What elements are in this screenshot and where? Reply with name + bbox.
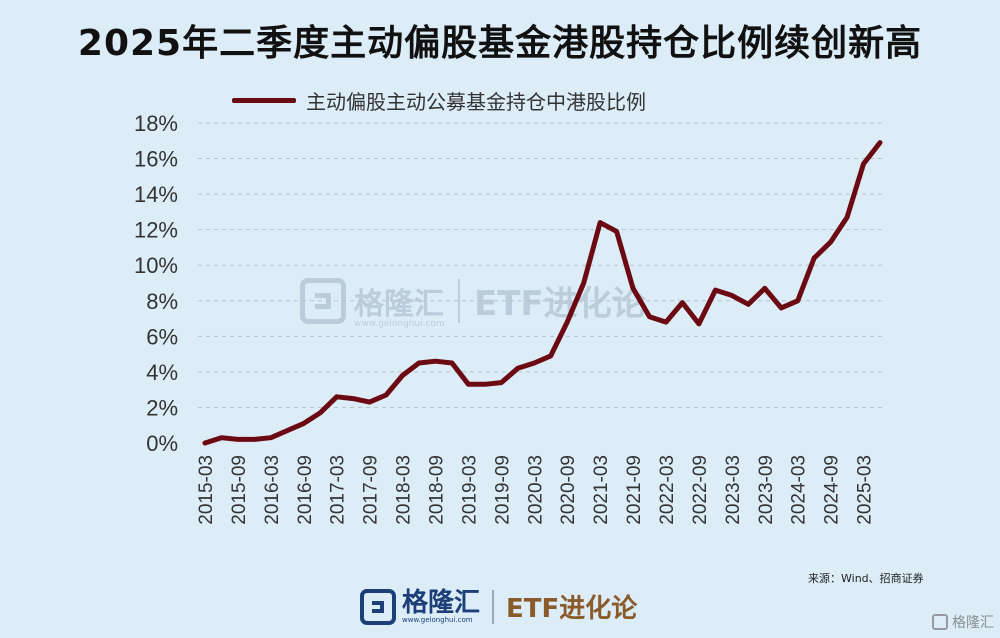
data-point	[483, 382, 487, 386]
data-point	[368, 400, 372, 404]
data-point	[252, 437, 256, 441]
footer: 格隆汇 www.gelonghui.com ETF进化论	[360, 588, 637, 625]
source-note: 来源：Wind、招商证券	[808, 572, 924, 585]
x-axis-ticks: 2015-03 2015-09 2016-03 2016-09 2017-03 2017-…	[196, 455, 876, 525]
legend-line-swatch	[232, 98, 296, 103]
data-point	[648, 315, 652, 319]
series-line	[202, 140, 883, 446]
x-tick-label: 2015-03	[196, 455, 217, 525]
x-tick-label: 2016-09	[295, 455, 316, 525]
corner-text: 格隆汇	[952, 615, 994, 631]
data-point	[796, 299, 800, 303]
corner-logo-icon	[932, 614, 948, 630]
data-point	[829, 240, 833, 244]
grid-lines	[198, 122, 885, 408]
x-tick-label: 2022-03	[657, 455, 678, 525]
x-tick-label: 2023-03	[723, 455, 744, 525]
chart-title: 2025年二季度主动偏股基金港股持仓比例续创新高	[77, 23, 923, 64]
x-tick-label: 2017-09	[361, 455, 382, 525]
y-tick-label: 4%	[146, 360, 178, 385]
footer-column: ETF进化论	[506, 594, 638, 624]
y-axis-ticks: 0% 2% 4% 6% 8% 10% 12% 14% 16% 18%	[134, 111, 178, 456]
data-point	[862, 162, 866, 166]
watermark: 格隆汇 www.gelonghui.com ETF进化论	[300, 276, 646, 329]
x-tick-label: 2023-09	[756, 455, 777, 525]
data-point	[516, 366, 520, 370]
data-point	[713, 288, 717, 292]
data-point	[664, 320, 668, 324]
data-point	[532, 361, 536, 365]
y-tick-label: 16%	[134, 147, 178, 172]
x-tick-label: 2015-09	[229, 455, 250, 525]
legend: 主动偏股主动公募基金持仓中港股比例	[232, 86, 646, 115]
data-point	[236, 437, 240, 441]
watermark-brand: 格隆汇	[354, 286, 444, 322]
data-point	[549, 354, 553, 358]
x-tick-label: 2020-03	[525, 455, 546, 525]
y-tick-label: 18%	[134, 111, 178, 136]
data-point	[384, 393, 388, 397]
watermark-column: ETF进化论	[474, 284, 646, 324]
data-point	[269, 436, 273, 440]
data-point	[697, 322, 701, 326]
y-tick-label: 10%	[134, 253, 178, 278]
x-tick-label: 2021-09	[624, 455, 645, 525]
data-point	[730, 293, 734, 297]
series-group	[202, 140, 883, 446]
legend-label: 主动偏股主动公募基金持仓中港股比例	[306, 90, 646, 114]
footer-brand: 格隆汇	[402, 587, 481, 618]
data-point	[845, 215, 849, 219]
data-point	[302, 421, 306, 425]
data-point	[466, 382, 470, 386]
data-point	[318, 411, 322, 415]
watermark-divider	[458, 278, 460, 323]
x-tick-label: 2017-03	[328, 455, 349, 525]
footer-divider	[492, 589, 495, 624]
data-point	[219, 436, 223, 440]
data-point	[680, 301, 684, 305]
data-point	[779, 306, 783, 310]
data-point	[433, 359, 437, 363]
watermark-site: www.gelonghui.com	[354, 318, 445, 329]
y-tick-label: 0%	[146, 431, 178, 456]
y-tick-label: 12%	[134, 218, 178, 243]
data-point	[450, 361, 454, 365]
data-point	[598, 221, 602, 225]
data-point	[285, 429, 289, 433]
x-tick-label: 2018-03	[394, 455, 415, 525]
data-point	[763, 286, 767, 290]
x-tick-label: 2025-03	[855, 455, 876, 525]
footer-logo-icon	[360, 588, 396, 625]
data-point	[631, 286, 635, 290]
corner-mark: 格隆汇	[932, 612, 994, 632]
x-tick-label: 2022-09	[690, 455, 711, 525]
x-tick-label: 2024-09	[822, 455, 843, 525]
data-point	[335, 395, 339, 399]
y-tick-label: 2%	[146, 395, 178, 420]
y-tick-label: 14%	[134, 182, 178, 207]
data-point	[615, 229, 619, 233]
data-point	[417, 361, 421, 365]
x-tick-label: 2019-03	[459, 455, 480, 525]
data-point	[203, 441, 207, 445]
x-tick-label: 2021-03	[591, 455, 612, 525]
x-tick-label: 2024-03	[789, 455, 810, 525]
data-point	[746, 302, 750, 306]
data-point	[565, 320, 569, 324]
data-point	[351, 397, 355, 401]
data-point	[582, 281, 586, 285]
data-point	[878, 141, 882, 145]
x-tick-label: 2016-03	[262, 455, 283, 525]
x-tick-label: 2019-09	[492, 455, 513, 525]
data-point	[812, 256, 816, 260]
data-point	[499, 381, 503, 385]
x-tick-label: 2018-09	[426, 455, 447, 525]
data-point	[401, 373, 405, 377]
y-tick-label: 8%	[146, 289, 178, 314]
y-tick-label: 6%	[146, 324, 178, 349]
footer-site: www.gelonghui.com	[402, 615, 473, 624]
x-tick-label: 2020-09	[558, 455, 579, 525]
